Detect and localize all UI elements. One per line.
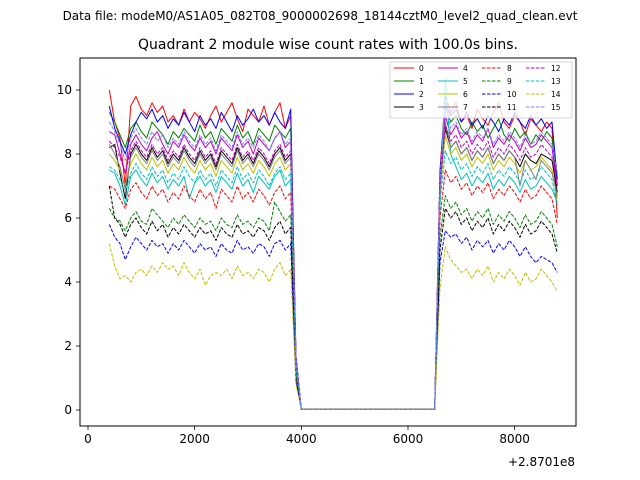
legend-label-5: 5 [463,77,468,86]
series-line-3 [109,127,558,410]
legend-label-2: 2 [419,90,424,99]
series-line-2 [108,102,558,410]
series-line-5 [109,76,558,410]
y-tick-label: 10 [57,83,72,97]
legend-label-13: 13 [551,77,561,86]
series-line-15 [108,99,558,410]
y-tick-label: 2 [64,339,72,353]
y-tick-label: 8 [64,147,72,161]
x-offset-label: +2.8701e8 [508,455,575,469]
legend-label-7: 7 [463,103,468,112]
legend-label-12: 12 [551,64,561,73]
series-line-7 [108,121,558,410]
y-axis: 0 2 4 6 8 10 [57,83,80,417]
series-line-10 [108,224,558,410]
chart-title: Quadrant 2 module wise count rates with … [138,37,518,53]
legend-label-14: 14 [551,90,561,99]
series-line-8 [109,169,558,410]
legend-label-6: 6 [463,90,468,99]
legend-label-15: 15 [551,103,561,112]
series-line-0 [108,89,558,410]
legend-label-11: 11 [507,103,517,112]
series-line-1 [108,105,558,410]
series-line-14 [108,243,558,410]
y-tick-label: 6 [64,211,72,225]
series-line-11 [108,185,558,410]
x-tick-label: 2000 [179,432,210,446]
x-tick-label: 8000 [499,432,530,446]
legend-label-3: 3 [419,103,424,112]
legend-label-8: 8 [507,64,512,73]
series-line-9 [108,195,558,410]
axes-frame [79,57,577,427]
plot-area [108,76,558,410]
figure-suptitle: Data file: modeM0/AS1A05_082T08_90000026… [63,9,578,23]
legend-label-4: 4 [463,64,468,73]
legend-label-9: 9 [507,77,512,86]
legend-box [389,61,573,119]
legend-label-10: 10 [507,90,517,99]
legend-label-1: 1 [419,77,424,86]
y-tick-label: 0 [64,403,72,417]
legend-label-0: 0 [419,64,424,73]
y-tick-label: 4 [64,275,72,289]
x-tick-label: 0 [84,432,92,446]
x-tick-label: 6000 [393,432,424,446]
x-axis: 0 2000 4000 6000 8000 [84,426,530,446]
x-tick-label: 4000 [286,432,317,446]
